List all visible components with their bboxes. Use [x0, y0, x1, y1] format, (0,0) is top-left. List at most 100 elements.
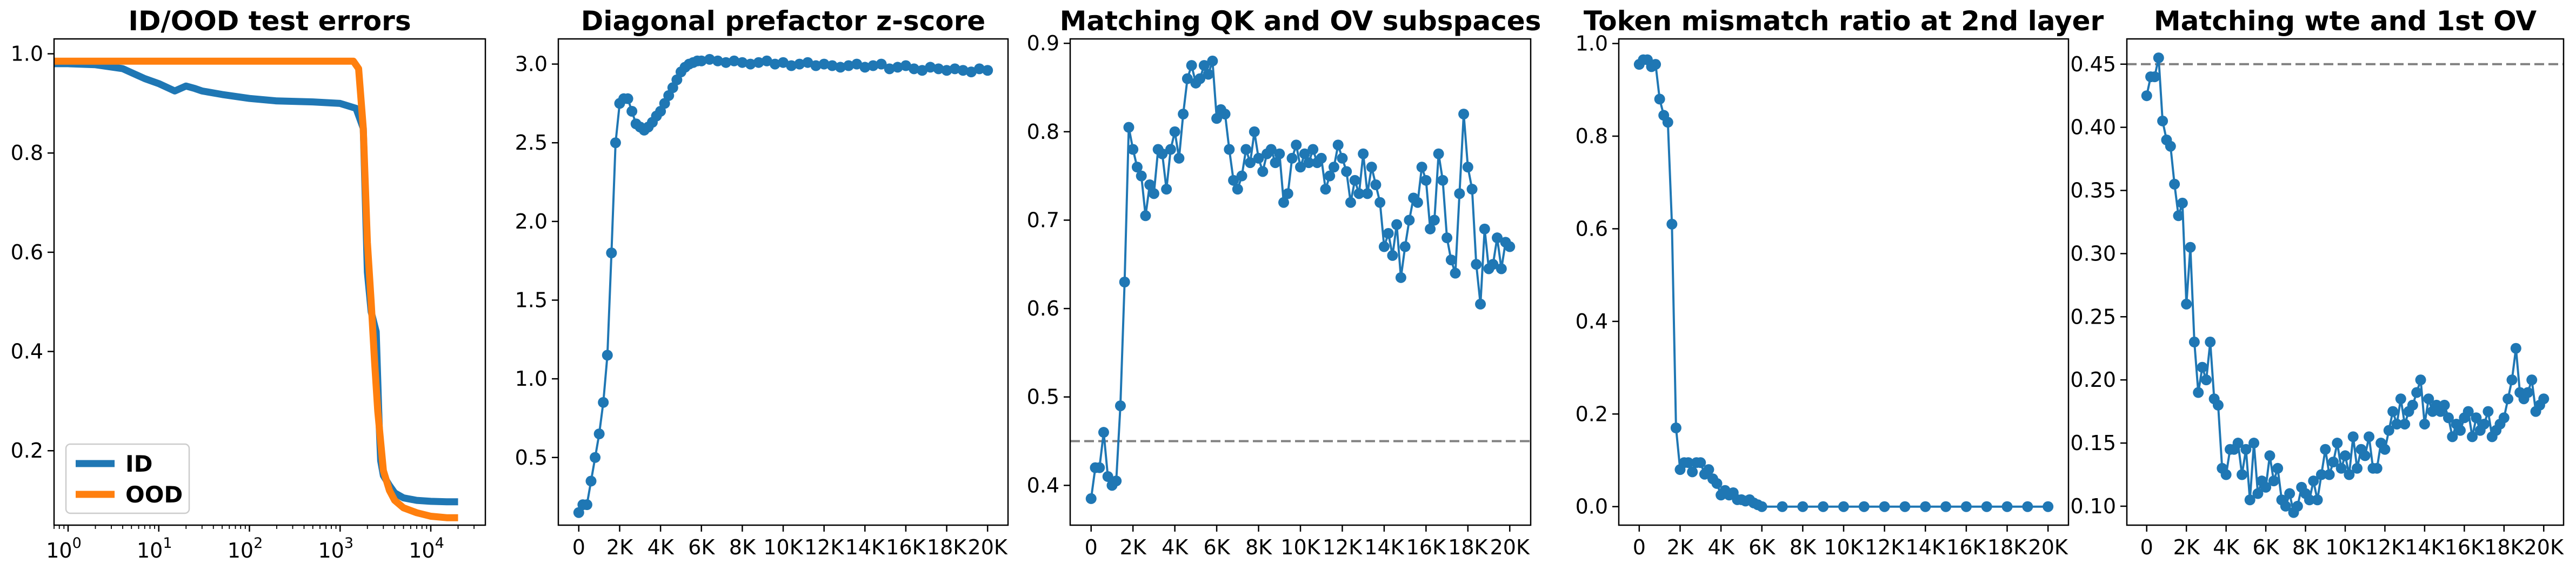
x-tick-label-0-2: 102: [228, 535, 263, 562]
data-point-2-0-94: [1479, 223, 1490, 234]
data-point-2-0-46: [1278, 197, 1290, 208]
data-point-1-0-56: [909, 63, 920, 75]
data-point-1-0-61: [949, 63, 960, 75]
data-point-1-0-35: [737, 57, 748, 68]
x-tick-label-1-2: 4K: [648, 535, 675, 559]
x-tick-label-base-0-3: 10: [318, 539, 344, 562]
data-point-4-0-83: [2471, 412, 2482, 424]
data-point-3-0-35: [1858, 501, 1870, 512]
series-line-4-0: [2145, 57, 2545, 514]
x-tick-label-1-5: 10K: [763, 535, 803, 559]
chart-title-3: Token mismatch ratio at 2nd layer: [1584, 5, 2104, 37]
data-point-2-0-41: [1257, 166, 1269, 177]
data-point-1-0-9: [610, 137, 621, 149]
data-point-4-0-61: [2383, 425, 2394, 436]
data-point-1-0-58: [925, 62, 936, 73]
data-point-4-0-52: [2347, 431, 2359, 442]
data-point-2-0-35: [1232, 184, 1243, 195]
y-tick-label-4-6: 0.40: [2070, 116, 2116, 139]
data-point-3-0-38: [1920, 501, 1931, 512]
data-point-4-0-36: [2284, 488, 2295, 499]
data-point-4-0-47: [2327, 457, 2339, 468]
x-tick-label-2-5: 10K: [1280, 535, 1320, 559]
data-point-4-0-14: [2197, 361, 2208, 373]
data-point-2-0-39: [1249, 126, 1260, 137]
data-point-4-0-48: [2332, 438, 2343, 449]
y-tick-label-2-1: 0.5: [1027, 385, 1059, 409]
data-point-2-0-24: [1186, 60, 1197, 71]
data-point-4-0-28: [2252, 488, 2264, 499]
data-point-1-0-36: [745, 58, 756, 70]
y-tick-label-1-4: 2.5: [515, 131, 548, 155]
data-point-2-0-19: [1165, 144, 1176, 155]
data-point-2-0-67: [1366, 162, 1377, 173]
y-tick-label-4-5: 0.35: [2070, 179, 2116, 203]
data-point-3-0-31: [1777, 501, 1788, 512]
data-point-3-0-33: [1818, 501, 1829, 512]
data-point-4-0-41: [2304, 494, 2315, 506]
x-tick-label-0-0: 100: [46, 535, 82, 562]
data-point-2-0-66: [1362, 188, 1373, 199]
data-point-4-0-11: [2185, 242, 2196, 253]
chart-title-1: Diagonal prefactor z-score: [581, 5, 985, 37]
data-point-2-0-45: [1274, 148, 1285, 159]
data-point-1-0-38: [761, 55, 772, 66]
data-point-3-0-4: [1650, 59, 1661, 70]
data-point-4-0-31: [2264, 450, 2275, 461]
x-tick-label-3-5: 10K: [1824, 535, 1864, 559]
data-point-1-0-41: [786, 60, 797, 71]
data-point-1-0-42: [794, 58, 805, 70]
chart-panel-4: Matching wte and 1st OV 0.10 0.15 0.20 0.25 0…: [2070, 5, 2565, 559]
data-point-2-0-51: [1299, 148, 1310, 159]
data-point-4-0-51: [2344, 469, 2355, 480]
data-point-4-0-26: [2244, 494, 2255, 506]
x-tick-label-2-0: 0: [1085, 535, 1098, 559]
data-point-4-0-49: [2335, 462, 2347, 474]
data-point-2-0-14: [1144, 179, 1156, 190]
data-point-2-0-0: [1085, 493, 1097, 504]
y-tick-label-1-5: 3.0: [515, 52, 548, 76]
x-tick-label-exp-0-3: 3: [344, 535, 353, 552]
data-point-4-0-44: [2315, 469, 2327, 480]
data-point-1-0-50: [859, 62, 871, 73]
data-point-2-0-63: [1349, 175, 1360, 186]
data-point-1-0-59: [933, 63, 944, 75]
x-tick-label-4-2: 4K: [2213, 535, 2240, 559]
data-point-1-0-53: [884, 63, 895, 75]
data-point-1-0-32: [712, 55, 723, 66]
data-point-3-0-17: [1703, 464, 1714, 475]
data-point-4-0-97: [2526, 374, 2538, 386]
x-tick-label-1-1: 2K: [606, 535, 633, 559]
data-point-2-0-15: [1148, 188, 1159, 199]
data-point-2-0-79: [1416, 162, 1427, 173]
data-point-2-0-23: [1182, 73, 1193, 84]
data-point-3-0-42: [2001, 501, 2013, 512]
y-tick-label-2-2: 0.6: [1027, 297, 1059, 320]
data-point-1-0-52: [876, 58, 887, 70]
data-point-4-0-68: [2411, 387, 2422, 398]
data-point-1-0-54: [892, 62, 903, 73]
data-point-2-0-72: [1387, 250, 1398, 261]
data-point-2-0-10: [1127, 144, 1139, 155]
y-tick-label-2-5: 0.9: [1027, 31, 1059, 55]
y-tick-label-3-0: 0.0: [1576, 495, 1608, 519]
data-point-2-0-92: [1471, 259, 1482, 270]
data-point-4-0-86: [2482, 406, 2494, 417]
y-tick-label-2-3: 0.7: [1027, 208, 1059, 232]
data-point-2-0-53: [1307, 144, 1319, 155]
data-point-1-0-64: [974, 63, 985, 75]
data-point-2-0-38: [1245, 157, 1256, 169]
data-point-4-0-13: [2193, 387, 2204, 398]
data-point-4-0-100: [2538, 393, 2550, 405]
data-point-4-0-93: [2510, 343, 2521, 354]
y-tick-label-0-1: 0.4: [11, 340, 43, 364]
data-point-2-0-49: [1291, 139, 1302, 151]
data-point-4-0-77: [2447, 431, 2458, 442]
plot-frame-3: [1618, 38, 2070, 526]
data-point-2-0-84: [1437, 175, 1449, 186]
data-point-3-0-32: [1797, 501, 1808, 512]
x-tick-label-3-3: 6K: [1749, 535, 1776, 559]
data-point-1-0-3: [585, 475, 597, 487]
y-tick-label-1-1: 1.0: [515, 367, 548, 391]
data-point-4-0-35: [2280, 500, 2291, 512]
